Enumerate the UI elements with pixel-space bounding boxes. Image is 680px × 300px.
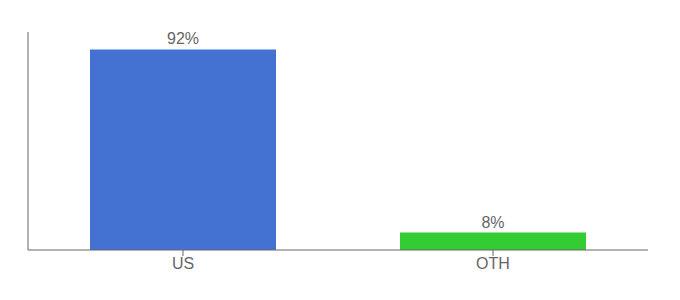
svg-text:8%: 8% [481,214,504,231]
svg-text:92%: 92% [167,30,199,47]
svg-text:OTH: OTH [476,255,510,272]
svg-text:US: US [172,255,194,272]
